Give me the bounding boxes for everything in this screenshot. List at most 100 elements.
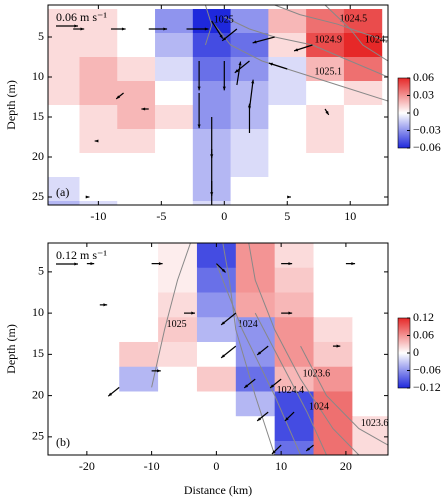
arrow-head [306,447,311,451]
x-tick-label: -5 [156,209,166,223]
contour-label: 1025 [214,14,234,25]
field-cell [343,105,383,130]
field-cell [352,341,388,368]
velocity-arrow [221,28,238,42]
field-cell [274,292,315,318]
field-cell [196,416,237,442]
x-tick-label: 10 [275,459,287,473]
field-cell [155,81,194,106]
y-tick-label: 20 [32,149,44,163]
arrow-head [270,384,274,388]
arrow-head [325,110,329,115]
field-cell [158,391,198,417]
velocity-arrow [210,181,213,217]
arrow-shaft [252,36,275,44]
x-axis-label: Distance (km) [184,483,252,497]
reference-arrow [56,24,78,28]
contour-line [254,312,327,455]
velocity-arrow [248,79,255,110]
velocity-arrow [236,61,242,86]
velocity-arrow [197,93,201,129]
velocity-arrow [151,262,163,266]
x-tick-label: 20 [340,459,352,473]
arrow-head [191,311,195,315]
arrow-head [219,34,223,39]
field-cell [117,201,156,205]
arrow-head [251,79,255,84]
field-cell [119,341,159,368]
field-cell [196,440,237,455]
arrow-head [268,62,273,66]
arrow-head [288,311,293,315]
contour-label: 1023.6 [303,368,331,379]
arrow-head [238,61,242,66]
arrow-head [271,450,276,454]
field-cell [352,391,388,417]
plot-area: 1024.5 1024.9 1025.1 1024.5 1025 [48,5,388,217]
y-tick-label: 5 [38,29,44,43]
arrow-head [221,321,225,325]
field-cell [352,416,388,442]
arrow-head [336,344,341,348]
field-cell [306,81,345,106]
reference-arrow [56,262,78,266]
plot-area: 1025 1024 1024.4 1023.6 1024 1023.6 [48,243,389,455]
field-cell [274,317,315,343]
field-cell [79,81,118,106]
colorbar-tick-label: 0.06 [413,70,434,84]
field-cell [48,153,80,178]
arrow-head [247,103,252,108]
field-cell [313,440,353,455]
field-cell [274,440,315,455]
field-cell [117,129,156,154]
arrow-head [210,213,213,217]
arrow-head [141,107,146,111]
field-cell [352,267,388,293]
arrow-head [80,27,85,31]
velocity-arrow [85,195,90,199]
field-cell [80,440,120,455]
field-cell [48,33,80,58]
y-tick-label: 20 [32,387,44,401]
arrow-head [163,27,168,31]
velocity-arrow [86,262,95,266]
reference-label: 0.12 m s⁻¹ [56,248,107,262]
velocity-arrow [268,62,288,70]
panel-label: (b) [56,435,70,449]
field-cell [196,366,237,392]
arrow-head [294,48,299,52]
contour-label: 1023.6 [361,418,389,429]
field-cell [48,341,81,368]
field-cell [274,243,315,269]
contour-line [274,5,388,42]
field-cell [79,33,118,58]
velocity-arrow [151,369,161,373]
contour-line [324,5,388,62]
velocity-arrow [110,27,126,31]
field-cell [158,341,198,368]
field-cell [196,317,237,343]
field-cell [79,57,118,82]
velocity-arrow [271,444,282,455]
field-cell [48,57,80,82]
colorbar-tick-label: 0.12 [413,310,434,324]
arrow-head [74,262,78,266]
field-cell [79,153,118,178]
field-cell [119,440,159,455]
field-cell [268,129,307,154]
y-tick-label: 5 [38,264,44,278]
velocity-arrow [220,345,237,359]
field-cell [158,243,198,269]
x-tick-label: 0 [213,459,219,473]
field-cell [48,129,80,154]
field-cell [117,105,156,130]
arrow-head [351,262,356,266]
field-cell [352,243,388,269]
y-tick-label: 25 [32,189,44,203]
y-tick-label: 15 [32,109,44,123]
field-cell [117,33,156,58]
velocity-arrow [305,444,314,452]
y-tick-label: 10 [32,69,44,83]
field-cell [48,105,80,130]
